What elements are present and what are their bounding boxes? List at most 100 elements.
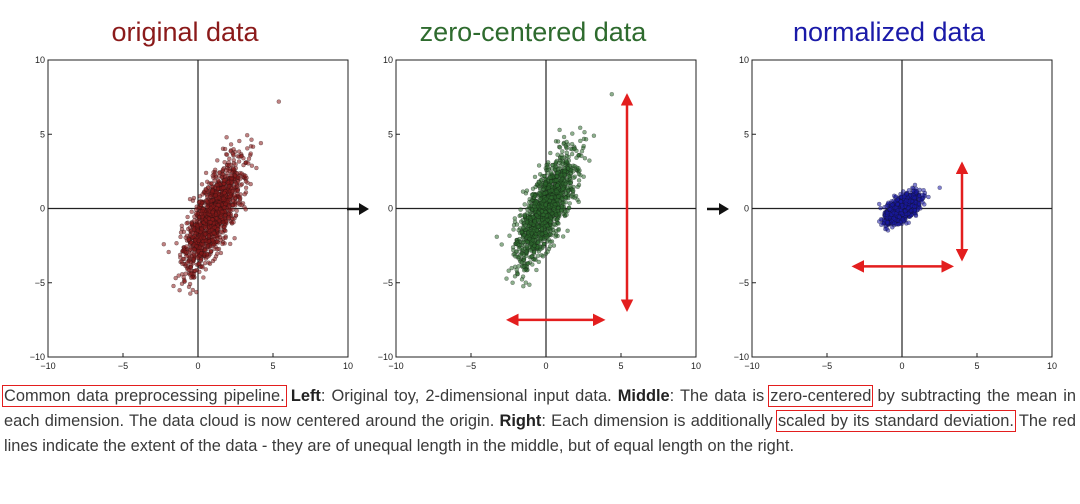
data-point — [568, 167, 574, 173]
data-point — [191, 227, 197, 232]
data-point — [195, 255, 200, 261]
x-tick-label: −10 — [388, 361, 403, 371]
data-point — [226, 215, 231, 220]
data-point — [524, 220, 530, 225]
data-point — [517, 213, 522, 219]
data-point — [225, 180, 231, 185]
data-point — [926, 194, 931, 200]
data-point — [541, 241, 547, 247]
data-point — [529, 254, 535, 259]
y-tick-label: 10 — [35, 55, 45, 65]
chart-title: normalized data — [792, 17, 986, 47]
data-point — [235, 175, 241, 180]
data-point — [201, 235, 207, 241]
data-point — [524, 188, 530, 193]
caption-text: : The data is — [669, 387, 771, 405]
data-point — [536, 217, 541, 223]
x-tick-label: 5 — [974, 361, 979, 371]
data-point — [876, 201, 882, 207]
data-point — [222, 213, 228, 218]
data-point — [895, 197, 900, 202]
data-point — [228, 142, 234, 147]
caption-highlight: Common data preprocessing pipeline. — [2, 385, 287, 407]
data-point — [524, 239, 530, 245]
data-point — [212, 167, 218, 173]
data-point — [178, 230, 184, 235]
data-point — [564, 139, 569, 145]
data-point — [203, 247, 208, 253]
data-point — [899, 210, 904, 216]
data-point — [182, 249, 188, 255]
data-point — [518, 252, 523, 258]
data-point — [231, 166, 236, 172]
data-point — [208, 198, 214, 204]
data-point — [248, 181, 253, 187]
data-point — [576, 178, 582, 183]
right-arrow-icon — [347, 203, 369, 215]
data-point — [516, 264, 521, 269]
data-point — [562, 168, 568, 173]
data-point — [248, 151, 253, 156]
data-point — [221, 195, 226, 201]
data-point — [204, 199, 210, 204]
data-point — [198, 222, 203, 227]
data-point — [229, 175, 235, 181]
data-point — [494, 234, 500, 240]
data-point — [218, 237, 223, 243]
data-point — [194, 244, 199, 249]
data-point — [577, 125, 583, 131]
data-point — [509, 265, 514, 271]
data-point — [236, 149, 242, 154]
data-point — [185, 260, 190, 265]
data-point — [526, 199, 532, 205]
data-point — [193, 211, 199, 216]
data-point — [218, 250, 224, 256]
data-point — [574, 155, 579, 160]
data-point — [230, 202, 235, 208]
data-point — [190, 287, 196, 293]
y-tick-label: −10 — [30, 352, 45, 362]
data-point — [222, 190, 227, 196]
data-point — [233, 181, 239, 187]
data-point — [563, 191, 569, 196]
caption-left-label: Left — [290, 387, 321, 405]
data-point — [224, 152, 230, 158]
data-point — [526, 203, 532, 209]
data-point — [556, 228, 561, 233]
data-point — [190, 256, 196, 262]
y-tick-label: −10 — [734, 352, 749, 362]
data-point — [213, 193, 218, 198]
data-point — [517, 236, 522, 242]
data-point — [569, 151, 575, 157]
data-point — [536, 180, 542, 185]
data-point — [563, 181, 568, 187]
data-point — [555, 197, 560, 203]
data-point — [575, 184, 581, 190]
data-point — [227, 241, 233, 247]
data-point — [212, 225, 217, 230]
data-point — [536, 240, 541, 245]
data-point — [193, 207, 199, 212]
data-point — [258, 140, 264, 146]
data-point — [564, 212, 569, 218]
data-point — [518, 207, 523, 212]
data-point — [222, 205, 227, 210]
caption-middle-label: Middle — [617, 387, 670, 405]
data-point — [914, 188, 919, 194]
data-point — [581, 174, 586, 179]
data-point — [191, 252, 197, 258]
data-point — [554, 188, 559, 193]
data-point — [566, 205, 572, 211]
data-point — [548, 175, 553, 180]
data-point — [161, 241, 167, 247]
data-point — [564, 144, 569, 150]
data-point — [551, 243, 557, 248]
chart-title: original data — [111, 17, 259, 47]
data-point — [555, 205, 561, 211]
data-point — [560, 155, 565, 161]
data-point — [609, 92, 615, 97]
data-point — [219, 229, 224, 234]
data-point — [519, 229, 525, 235]
data-point — [188, 271, 194, 277]
data-point — [188, 233, 193, 238]
